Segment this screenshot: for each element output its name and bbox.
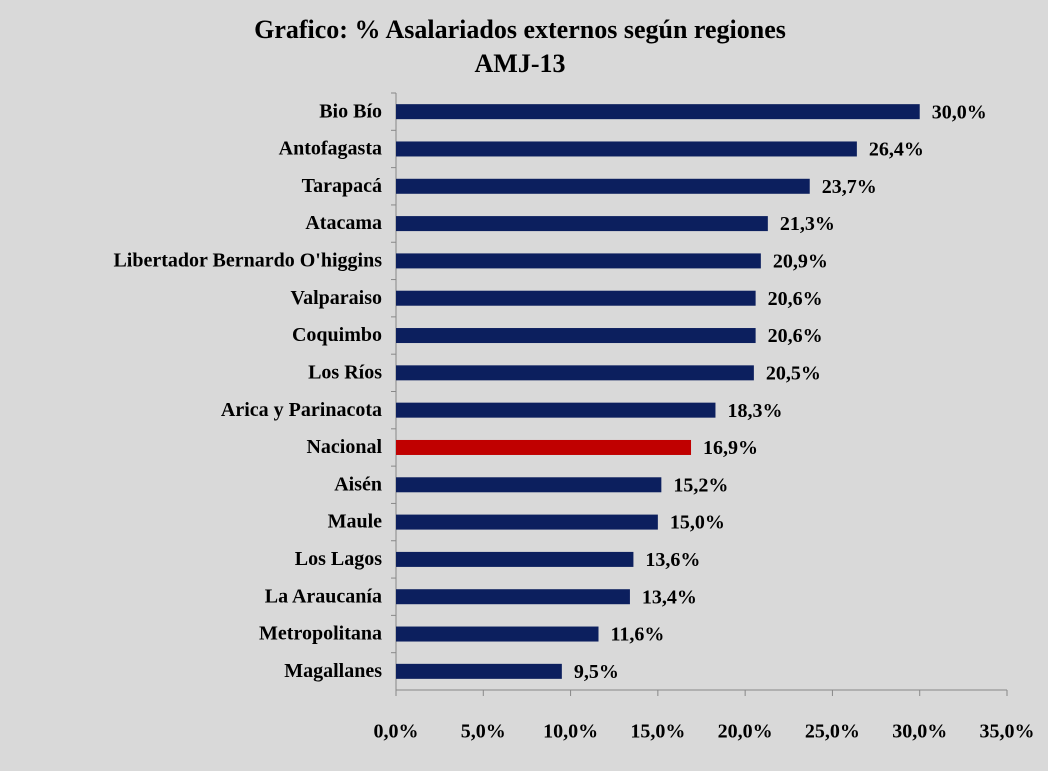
x-tick-label: 20,0% — [718, 721, 773, 743]
value-label: 18,3% — [727, 400, 782, 422]
y-tick-label: Nacional — [306, 436, 382, 458]
value-label: 20,6% — [768, 325, 823, 347]
bar — [396, 328, 756, 344]
bar — [396, 551, 634, 567]
x-tick-label: 10,0% — [543, 721, 598, 743]
y-tick-label: Antofagasta — [279, 138, 382, 160]
y-tick-label: Tarapacá — [302, 175, 382, 197]
value-label: 20,5% — [766, 362, 821, 384]
value-label: 26,4% — [869, 139, 924, 161]
x-tick-label: 15,0% — [630, 721, 685, 743]
y-tick-label: La Araucanía — [265, 585, 382, 607]
value-label: 16,9% — [703, 437, 758, 459]
x-tick-label: 25,0% — [805, 721, 860, 743]
y-tick-label: Aisén — [334, 473, 382, 495]
chart-title: Grafico: % Asalariados externos según re… — [254, 15, 786, 44]
y-tick-label: Libertador Bernardo O'higgins — [113, 250, 382, 272]
bar — [396, 216, 768, 232]
y-tick-label: Los Ríos — [308, 361, 382, 383]
value-label: 9,5% — [574, 661, 619, 683]
bar — [396, 626, 599, 642]
bar — [396, 402, 716, 418]
bar — [396, 178, 810, 194]
bar — [396, 104, 920, 120]
y-tick-label: Valparaiso — [290, 287, 382, 309]
bar — [396, 477, 662, 493]
value-label: 11,6% — [611, 624, 665, 646]
bar — [396, 514, 658, 530]
x-tick-label: 5,0% — [461, 721, 506, 743]
value-label: 30,0% — [932, 101, 987, 123]
bar — [396, 141, 857, 157]
x-tick-label: 30,0% — [892, 721, 947, 743]
y-tick-label: Bio Bío — [319, 100, 382, 122]
bar — [396, 365, 754, 381]
value-label: 13,4% — [642, 586, 697, 608]
value-label: 20,6% — [768, 288, 823, 310]
x-tick-label: 0,0% — [374, 721, 419, 743]
y-tick-label: Magallanes — [284, 660, 382, 682]
bar — [396, 589, 630, 605]
value-label: 21,3% — [780, 213, 835, 235]
value-label: 23,7% — [822, 176, 877, 198]
bar — [396, 663, 562, 679]
value-label: 13,6% — [645, 549, 700, 571]
value-label: 15,0% — [670, 512, 725, 534]
y-tick-label: Maule — [328, 511, 383, 533]
y-tick-label: Coquimbo — [292, 324, 382, 346]
y-tick-label: Arica y Parinacota — [221, 399, 382, 421]
y-tick-label: Metropolitana — [259, 623, 382, 645]
y-tick-label: Los Lagos — [295, 548, 382, 570]
bar — [396, 439, 692, 455]
chart-subtitle: AMJ-13 — [475, 49, 566, 78]
value-label: 20,9% — [773, 251, 828, 273]
x-tick-label: 35,0% — [980, 721, 1035, 743]
value-label: 15,2% — [673, 474, 728, 496]
bar — [396, 253, 761, 269]
bar — [396, 290, 756, 306]
y-tick-label: Atacama — [305, 212, 382, 234]
